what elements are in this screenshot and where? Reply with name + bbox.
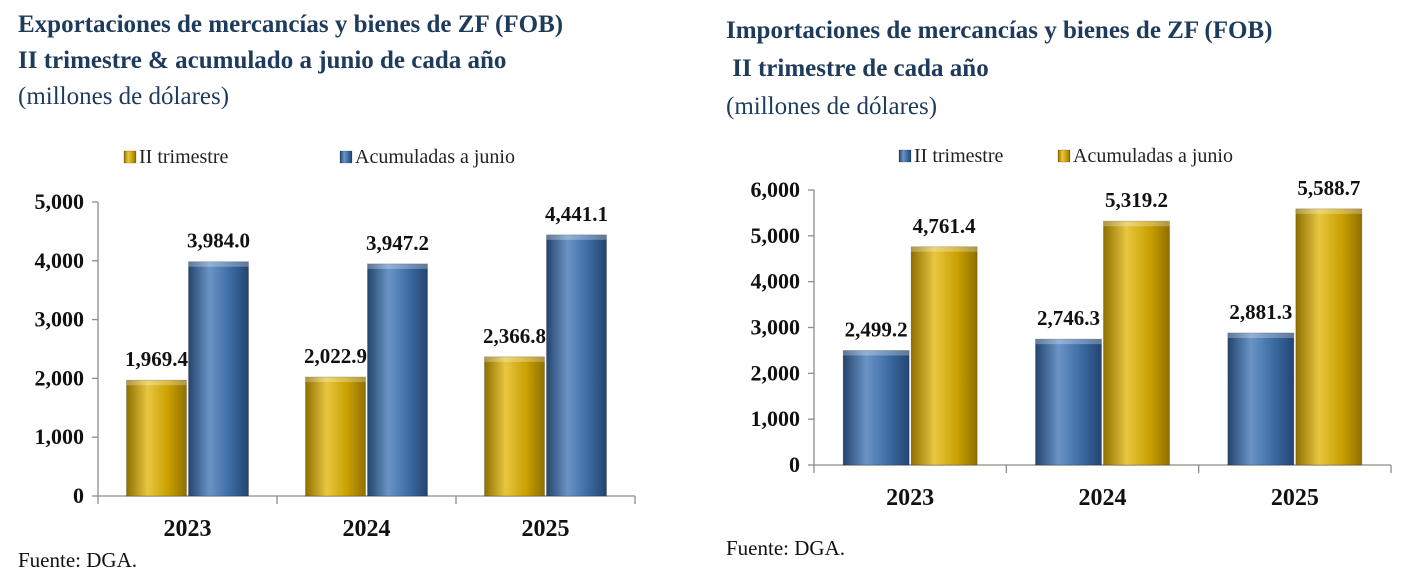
exports-data-label: 4,441.1 — [545, 202, 608, 226]
imports-data-label: 2,746.3 — [1037, 306, 1100, 330]
exports-legend-swatch — [339, 150, 353, 164]
exports-data-label: 2,366.8 — [483, 324, 546, 348]
imports-bar — [1227, 332, 1295, 466]
imports-bar — [910, 246, 978, 466]
imports-bar — [1103, 220, 1170, 466]
imports-y-tick-label: 4,000 — [751, 269, 801, 294]
imports-y-tick-label: 6,000 — [751, 177, 801, 202]
exports-category-label: 2024 — [343, 516, 391, 542]
exports-bar — [546, 234, 607, 497]
exports-bar-chart: 0 1,000 2,000 3,000 4,000 5,000 2023 2024 2025 1,… — [35, 146, 636, 542]
imports-legend-swatch — [898, 149, 912, 163]
imports-category-label: 2023 — [886, 485, 934, 511]
exports-bar-cap — [126, 380, 187, 386]
exports-y-tick-label: 5,000 — [35, 189, 85, 214]
exports-y-tick-label: 2,000 — [35, 365, 85, 390]
imports-y-tick-label: 0 — [789, 452, 800, 477]
exports-y-tick-label: 1,000 — [35, 424, 85, 449]
exports-bar — [484, 356, 545, 497]
exports-bar — [367, 263, 428, 497]
exports-source: Fuente: DGA. — [18, 548, 137, 572]
exports-bar — [305, 376, 366, 497]
imports-data-label: 2,881.3 — [1229, 300, 1292, 324]
imports-data-label: 5,319.2 — [1105, 188, 1168, 212]
exports-data-label: 3,947.2 — [366, 231, 429, 255]
imports-source: Fuente: DGA. — [726, 536, 845, 560]
exports-legend-swatch — [123, 150, 137, 164]
exports-title-line1: Exportaciones de mercancías y bienes de … — [18, 11, 564, 38]
exports-bar — [188, 261, 249, 497]
exports-title-line2: II trimestre & acumulado a junio de cada… — [18, 47, 507, 74]
exports-category-label: 2025 — [522, 516, 570, 542]
imports-bar — [1035, 338, 1102, 466]
imports-legend-label: II trimestre — [914, 145, 1004, 167]
imports-unit: (millones de dólares) — [726, 93, 938, 120]
imports-bar — [1295, 208, 1363, 466]
exports-chart-panel: Exportaciones de mercancías y bienes de … — [0, 0, 690, 585]
imports-bar-cap — [1103, 221, 1170, 227]
exports-data-label: 2,022.9 — [304, 344, 367, 368]
exports-y-tick-label: 0 — [73, 483, 84, 508]
exports-category-label: 2023 — [164, 516, 212, 542]
imports-bar — [842, 350, 910, 466]
exports-bar — [126, 379, 187, 497]
imports-y-tick-label: 5,000 — [751, 223, 801, 248]
imports-legend-swatch — [1057, 149, 1071, 163]
exports-bar-cap — [367, 263, 428, 269]
exports-legend-label: Acumuladas a junio — [355, 146, 515, 168]
imports-category-label: 2025 — [1271, 485, 1319, 511]
imports-data-label: 4,761.4 — [913, 214, 977, 238]
imports-y-tick-label: 3,000 — [751, 315, 801, 340]
imports-bar-cap — [1227, 332, 1294, 338]
imports-bar-cap — [843, 350, 910, 356]
exports-bar-cap — [305, 377, 366, 383]
exports-bar-cap — [188, 261, 249, 267]
imports-category-label: 2024 — [1079, 485, 1127, 511]
exports-bar-cap — [484, 356, 545, 362]
exports-data-label: 3,984.0 — [187, 229, 250, 253]
imports-title-line1: Importaciones de mercancías y bienes de … — [726, 17, 1273, 44]
imports-data-label: 2,499.2 — [845, 317, 908, 341]
imports-title-line2: II trimestre de cada año — [726, 55, 989, 82]
imports-data-label: 5,588.7 — [1297, 176, 1360, 200]
imports-bar-cap — [911, 246, 978, 252]
imports-legend-label: Acumuladas a junio — [1073, 145, 1233, 167]
imports-bar-cap — [1295, 208, 1362, 214]
exports-y-tick-label: 4,000 — [35, 248, 85, 273]
imports-bar-chart: 0 1,000 2,000 3,000 4,000 5,000 6,000 2023 2024 2… — [751, 145, 1392, 511]
imports-y-tick-label: 2,000 — [751, 360, 801, 385]
imports-y-tick-label: 1,000 — [751, 406, 801, 431]
exports-bar-cap — [546, 234, 607, 240]
exports-data-label: 1,969.4 — [125, 347, 189, 371]
imports-bar-cap — [1035, 339, 1102, 345]
exports-legend-label: II trimestre — [139, 146, 229, 168]
exports-unit: (millones de dólares) — [18, 83, 230, 110]
imports-chart-panel: Importaciones de mercancías y bienes de … — [706, 0, 1413, 585]
exports-y-tick-label: 3,000 — [35, 307, 85, 332]
